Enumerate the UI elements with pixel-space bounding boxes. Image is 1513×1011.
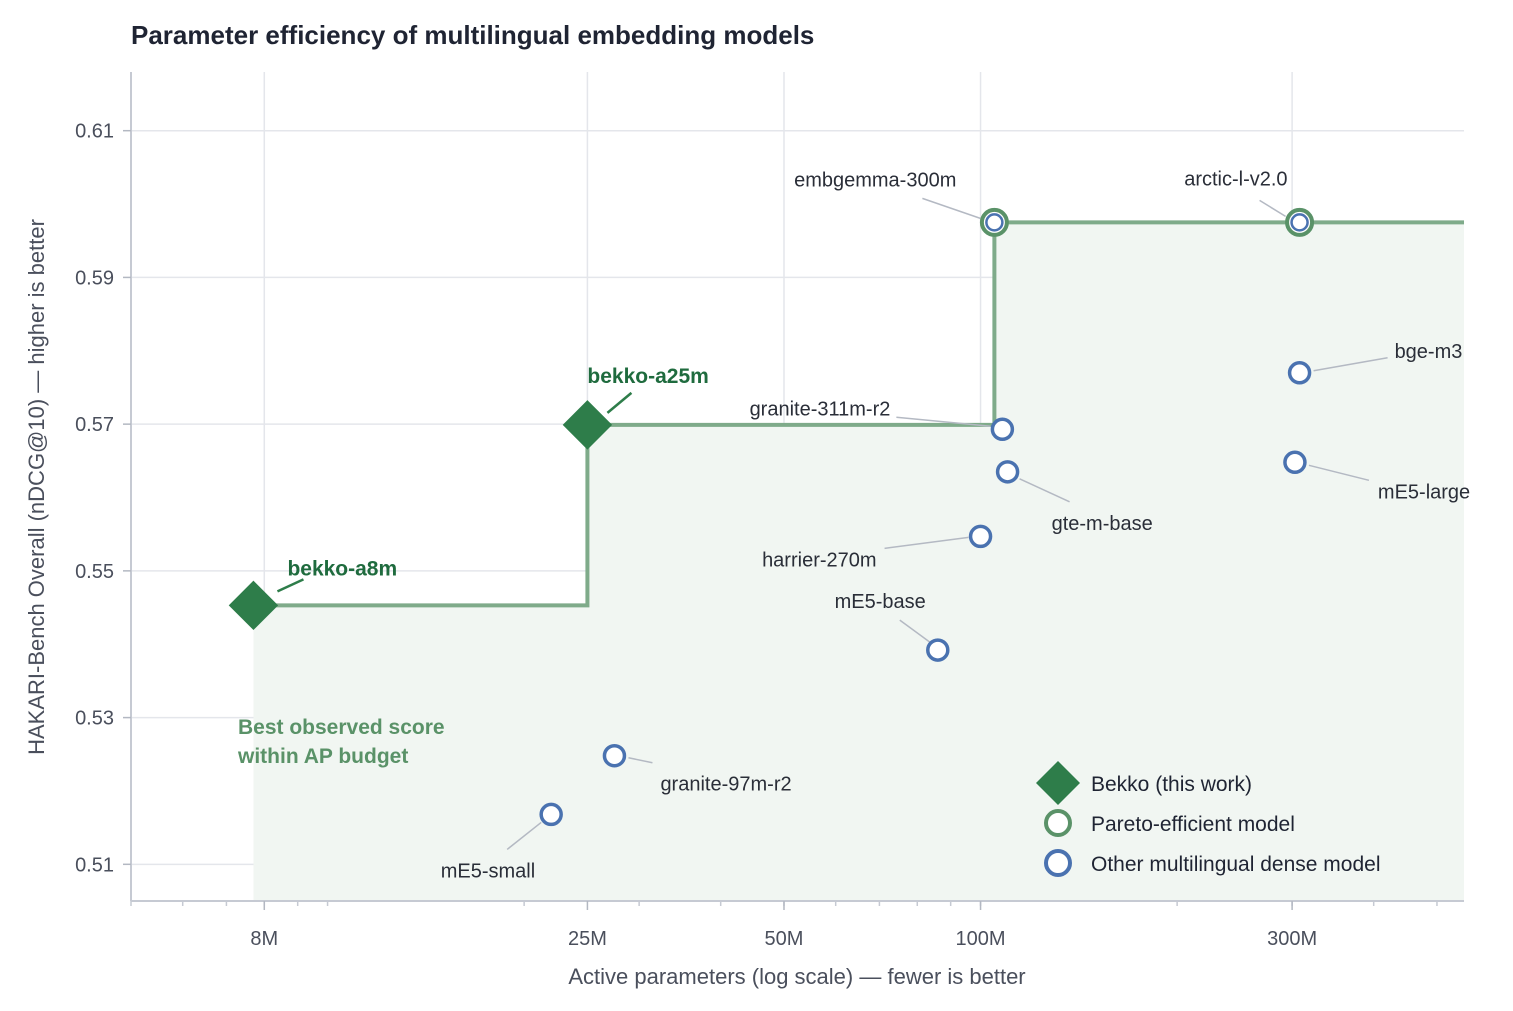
point-labels: bekko-a8m bekko-a25m embgemma-300m arctic-l… xyxy=(287,168,1470,882)
frontier-line xyxy=(253,220,1464,608)
label-embgemma-300m: embgemma-300m xyxy=(794,169,956,191)
annotation-line-2: within AP budget xyxy=(237,745,408,768)
label-me5-small: mE5-small xyxy=(441,860,535,882)
leader-me5-base xyxy=(899,619,931,643)
leader-bekko-a25m xyxy=(606,391,633,414)
data-points xyxy=(228,207,1315,827)
point-inner-arctic-l-v2-0 xyxy=(1290,213,1309,232)
legend: Bekko (this work) Pareto-efficient model O… xyxy=(1036,761,1381,877)
pareto-frontier xyxy=(253,220,1464,901)
leader-granite-97m-r2 xyxy=(628,757,653,764)
label-bekko-a8m: bekko-a8m xyxy=(287,557,397,580)
x-tick-label: 100M xyxy=(956,928,1006,950)
y-tick-label: 0.53 xyxy=(75,708,114,730)
x-tick-label: 300M xyxy=(1267,928,1317,950)
y-tick-label: 0.51 xyxy=(75,854,114,876)
point-granite-97m-r2 xyxy=(602,743,627,768)
point-bekko-a25m xyxy=(562,400,613,450)
annotation: Best observed score within AP budget xyxy=(237,716,445,768)
annotation-line-1: Best observed score xyxy=(238,716,445,739)
label-me5-large: mE5-large xyxy=(1378,481,1470,503)
leader-gte-m-base xyxy=(1019,478,1070,503)
label-granite-97m-r2: granite-97m-r2 xyxy=(660,774,791,796)
leader-me5-small xyxy=(506,821,542,851)
point-harrier-270m xyxy=(968,524,993,549)
y-tick-label: 0.57 xyxy=(75,414,114,436)
y-tick-label: 0.61 xyxy=(75,121,114,143)
leader-bge-m3 xyxy=(1313,357,1388,372)
label-leaders xyxy=(276,197,1388,851)
legend-label-other-multilingual-dense-model: Other multilingual dense model xyxy=(1091,853,1381,876)
x-tick-label: 50M xyxy=(765,928,804,950)
label-gte-m-base: gte-m-base xyxy=(1052,513,1153,535)
point-me5-base xyxy=(926,638,950,662)
y-axis-label: HAKARI-Bench Overall (nDCG@10) — higher … xyxy=(24,219,49,755)
y-tick-label: 0.59 xyxy=(75,267,114,289)
point-bge-m3 xyxy=(1287,361,1312,385)
y-tick-label: 0.55 xyxy=(75,561,114,583)
leader-bekko-a8m xyxy=(276,578,304,593)
point-me5-small xyxy=(539,802,563,827)
point-me5-large xyxy=(1283,450,1307,475)
legend-marker-bekko xyxy=(1036,761,1080,805)
label-granite-311m-r2: granite-311m-r2 xyxy=(750,398,891,420)
x-tick-label: 25M xyxy=(568,928,607,950)
legend-label-pareto-efficient-model: Pareto-efficient model xyxy=(1091,813,1295,836)
point-bekko-a8m xyxy=(228,580,279,631)
axes: 8M 25M 50M 100M 300M 0.51 0.53 0.55 0.57 0.59 0.61 xyxy=(75,72,1464,950)
label-harrier-270m: harrier-270m xyxy=(762,549,876,571)
leader-me5-large xyxy=(1308,464,1370,482)
legend-marker-other-multilingual-dense-model xyxy=(1044,849,1072,877)
leader-harrier-270m xyxy=(884,536,969,550)
point-inner-embgemma-300m xyxy=(985,213,1004,232)
x-tick-label: 8M xyxy=(250,928,278,950)
chart-title: Parameter efficiency of multilingual emb… xyxy=(131,20,815,50)
label-bekko-a25m: bekko-a25m xyxy=(587,365,708,388)
x-axis-label: Active parameters (log scale) — fewer is… xyxy=(568,964,1025,989)
label-me5-base: mE5-base xyxy=(835,591,926,613)
legend-label-bekko-this-work: Bekko (this work) xyxy=(1091,773,1252,796)
frontier-area xyxy=(253,222,1464,901)
leader-arctic-l-v2-0 xyxy=(1259,199,1286,218)
point-gte-m-base xyxy=(995,460,1020,484)
leader-embgemma-300m xyxy=(922,197,981,220)
label-arctic-l-v2-0: arctic-l-v2.0 xyxy=(1184,168,1287,190)
leader-granite-311m-r2 xyxy=(896,416,991,428)
legend-marker-pareto-efficient-model xyxy=(1044,809,1072,837)
label-bge-m3: bge-m3 xyxy=(1395,341,1463,363)
point-granite-311m-r2 xyxy=(990,417,1015,442)
